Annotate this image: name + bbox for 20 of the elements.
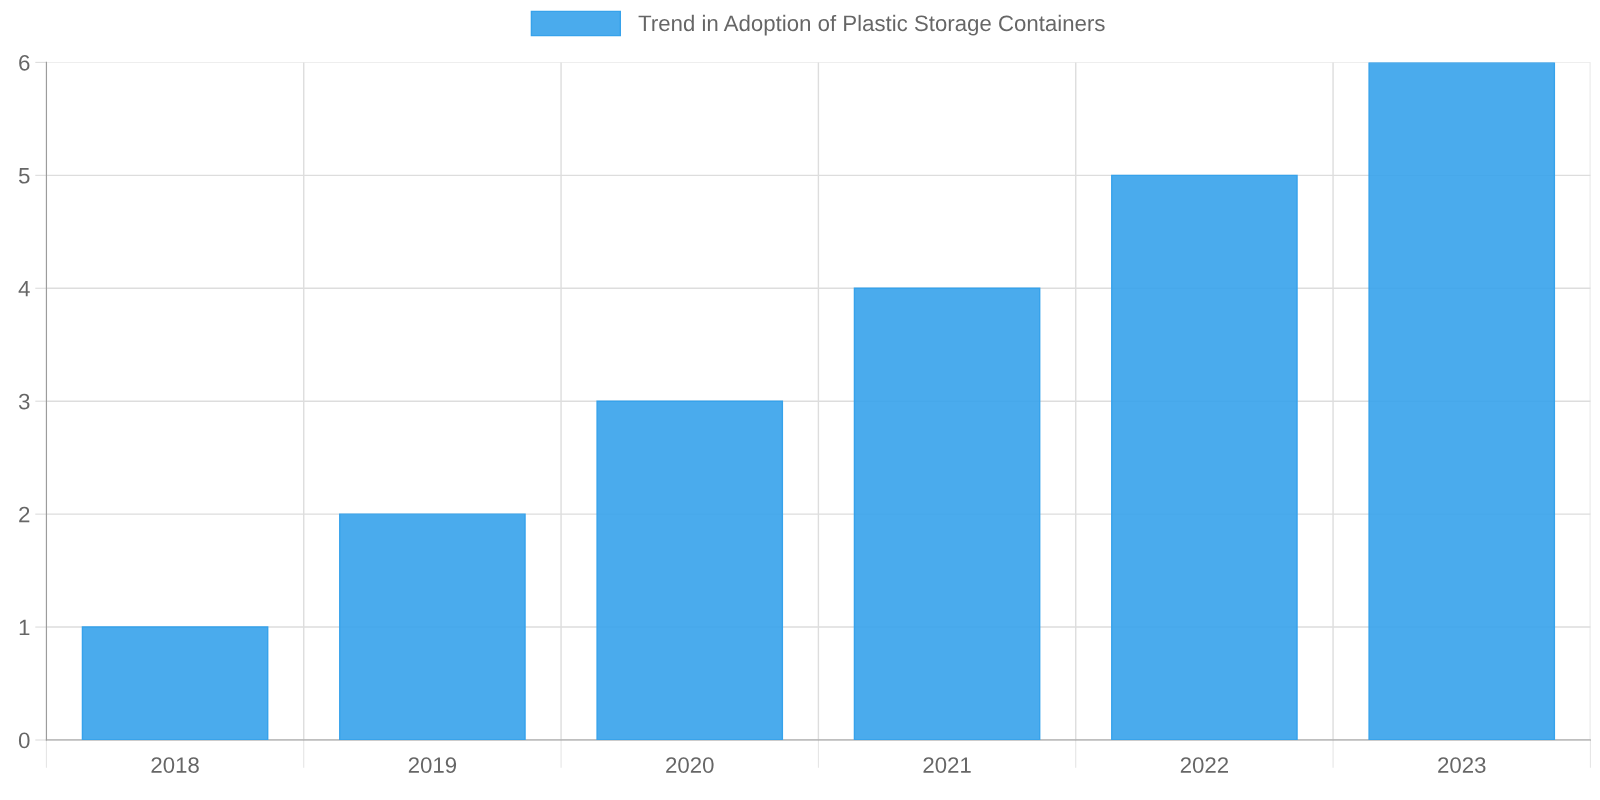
- y-tick-label: 4: [18, 281, 30, 297]
- bar: [339, 513, 526, 740]
- bar: [1111, 174, 1298, 740]
- bar: [81, 626, 269, 740]
- bar: [1368, 62, 1556, 740]
- x-tick-label: 2018: [151, 757, 199, 773]
- y-tick-label: 6: [19, 54, 30, 71]
- bar: [853, 287, 1041, 740]
- x-tick-label: 2020: [666, 757, 714, 773]
- y-tick-label: 3: [18, 393, 30, 410]
- x-tick-label: 2022: [1180, 757, 1228, 773]
- bar: [596, 400, 784, 740]
- y-tick-label: 5: [18, 168, 30, 184]
- x-tick-label: 2021: [923, 757, 971, 773]
- x-tick-label: 2019: [408, 757, 457, 773]
- y-tick-label: 0: [18, 732, 30, 749]
- y-tick-label: 2: [19, 506, 30, 523]
- legend-label: Trend in Adoption of Plastic Storage Containers: [638, 14, 1105, 36]
- x-tick-label: 2023: [1438, 757, 1486, 773]
- y-tick-label: 1: [19, 619, 30, 636]
